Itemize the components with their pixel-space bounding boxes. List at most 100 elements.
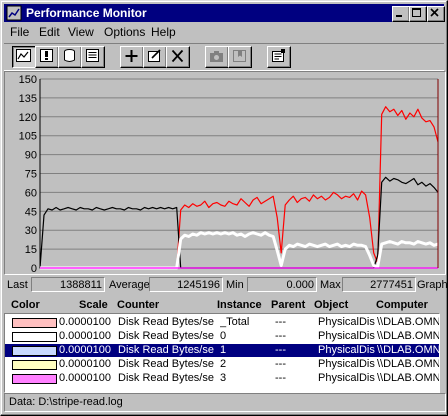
object-cell: PhysicalDisk bbox=[318, 358, 375, 370]
minimize-icon bbox=[396, 15, 402, 17]
menu-help[interactable]: Help bbox=[151, 25, 176, 39]
y-tick-label: 150 bbox=[19, 74, 37, 86]
object-cell: PhysicalDisk bbox=[318, 330, 375, 342]
title-bar[interactable]: Performance Monitor bbox=[4, 4, 445, 22]
bookmark-icon bbox=[233, 50, 246, 62]
log-view-button[interactable] bbox=[58, 46, 82, 68]
minimize-button[interactable] bbox=[392, 6, 410, 22]
y-tick-label: 135 bbox=[19, 93, 37, 105]
close-button[interactable] bbox=[427, 6, 445, 22]
log-view-icon bbox=[64, 49, 75, 62]
average-label: Average bbox=[109, 279, 150, 291]
computer-cell: \\DLAB.OMN bbox=[377, 372, 439, 384]
edit-icon bbox=[148, 49, 161, 62]
y-tick-label: 105 bbox=[19, 131, 37, 143]
computer-cell: \\DLAB.OMN bbox=[377, 330, 439, 342]
counter-cell: Disk Read Bytes/se bbox=[118, 330, 214, 342]
instance-cell: 2 bbox=[220, 358, 227, 370]
scale-cell: 0.0000100 bbox=[59, 316, 111, 328]
close-icon bbox=[430, 8, 439, 17]
col-instance[interactable]: Instance bbox=[217, 299, 262, 311]
legend-row[interactable]: 0.0000100 Disk Read Bytes/se 3 --- Physi… bbox=[5, 372, 439, 385]
computer-cell: \\DLAB.OMN bbox=[377, 316, 439, 328]
legend-row[interactable]: 0.0000100 Disk Read Bytes/se 0 --- Physi… bbox=[5, 330, 439, 343]
y-tick-label: 0 bbox=[31, 263, 37, 274]
options-button[interactable] bbox=[267, 46, 291, 68]
last-value: 1388811 bbox=[31, 277, 105, 292]
parent-cell: --- bbox=[275, 330, 286, 342]
color-swatch bbox=[12, 318, 57, 328]
menu-file[interactable]: File bbox=[10, 25, 30, 39]
legend-row[interactable]: 0.0000100 Disk Read Bytes/se 2 --- Physi… bbox=[5, 358, 439, 371]
y-tick-label: 60 bbox=[25, 187, 37, 199]
scale-cell: 0.0000100 bbox=[59, 358, 111, 370]
min-label: Min bbox=[226, 279, 244, 291]
y-tick-label: 30 bbox=[25, 225, 37, 237]
average-value: 1245196 bbox=[149, 277, 223, 292]
stats-bar: Last 1388811 Average 1245196 Min 0.000 M… bbox=[4, 275, 448, 295]
y-tick-label: 90 bbox=[25, 150, 37, 162]
menu-options[interactable]: Options bbox=[104, 25, 146, 39]
delete-icon bbox=[171, 49, 184, 63]
scale-cell: 0.0000100 bbox=[59, 372, 111, 384]
app-icon bbox=[6, 5, 22, 21]
last-label: Last bbox=[7, 279, 28, 291]
legend-row[interactable]: 0.0000100 Disk Read Bytes/se _Total --- … bbox=[5, 316, 439, 329]
col-computer[interactable]: Computer bbox=[376, 299, 428, 311]
graph-label: Graph bbox=[417, 279, 448, 291]
y-tick-label: 15 bbox=[25, 244, 37, 256]
legend-list: 0.0000100 Disk Read Bytes/se _Total --- … bbox=[4, 313, 440, 393]
counter-cell: Disk Read Bytes/se bbox=[118, 344, 214, 356]
report-view-button[interactable] bbox=[81, 46, 105, 68]
delete-counter-button[interactable] bbox=[166, 46, 190, 68]
counter-cell: Disk Read Bytes/se bbox=[118, 372, 214, 384]
chart-view-icon bbox=[16, 49, 31, 62]
col-color[interactable]: Color bbox=[11, 299, 40, 311]
instance-cell: 3 bbox=[220, 372, 227, 384]
menu-view[interactable]: View bbox=[68, 25, 94, 39]
status-text: Data: D:\stripe-read.log bbox=[9, 396, 123, 408]
col-parent[interactable]: Parent bbox=[271, 299, 306, 311]
add-counter-button[interactable] bbox=[120, 46, 144, 68]
menu-edit[interactable]: Edit bbox=[39, 25, 60, 39]
y-tick-label: 120 bbox=[19, 112, 37, 124]
instance-cell: 0 bbox=[220, 330, 227, 342]
y-tick-label: 45 bbox=[25, 206, 37, 218]
alert-view-icon bbox=[40, 49, 53, 62]
parent-cell: --- bbox=[275, 316, 286, 328]
y-tick-label: 75 bbox=[25, 169, 37, 181]
col-object[interactable]: Object bbox=[314, 299, 349, 311]
update-data-button[interactable] bbox=[205, 46, 229, 68]
bookmark-button[interactable] bbox=[228, 46, 252, 68]
color-swatch bbox=[12, 346, 57, 356]
status-bar: Data: D:\stripe-read.log bbox=[4, 393, 446, 412]
parent-cell: --- bbox=[275, 344, 286, 356]
maximize-button[interactable] bbox=[409, 6, 427, 22]
col-counter[interactable]: Counter bbox=[117, 299, 160, 311]
color-swatch bbox=[12, 374, 57, 384]
legend-row-selected[interactable]: 0.0000100 Disk Read Bytes/se 1 --- Physi… bbox=[5, 344, 439, 357]
parent-cell: --- bbox=[275, 372, 286, 384]
computer-cell: \\DLAB.OMN bbox=[377, 358, 439, 370]
maximize-icon bbox=[412, 8, 421, 17]
object-cell: PhysicalDisk bbox=[318, 316, 375, 328]
counter-cell: Disk Read Bytes/se bbox=[118, 316, 214, 328]
alert-view-button[interactable] bbox=[35, 46, 59, 68]
color-swatch bbox=[12, 360, 57, 370]
computer-cell: \\DLAB.OMN bbox=[377, 344, 439, 356]
object-cell: PhysicalDisk bbox=[318, 372, 375, 384]
report-view-icon bbox=[86, 49, 99, 62]
scale-cell: 0.0000100 bbox=[59, 344, 111, 356]
menu-bar: File Edit View Options Help bbox=[4, 23, 444, 41]
window-title: Performance Monitor bbox=[26, 6, 147, 20]
options-icon bbox=[272, 49, 285, 62]
toolbar bbox=[4, 43, 444, 71]
chart-area: 150 135 120 105 90 75 60 45 30 15 0 bbox=[4, 71, 446, 275]
col-scale[interactable]: Scale bbox=[79, 299, 108, 311]
edit-counter-button[interactable] bbox=[143, 46, 167, 68]
chart-view-button[interactable] bbox=[12, 46, 36, 68]
legend-header: Color Scale Counter Instance Parent Obje… bbox=[4, 297, 444, 313]
instance-cell: 1 bbox=[220, 344, 227, 356]
